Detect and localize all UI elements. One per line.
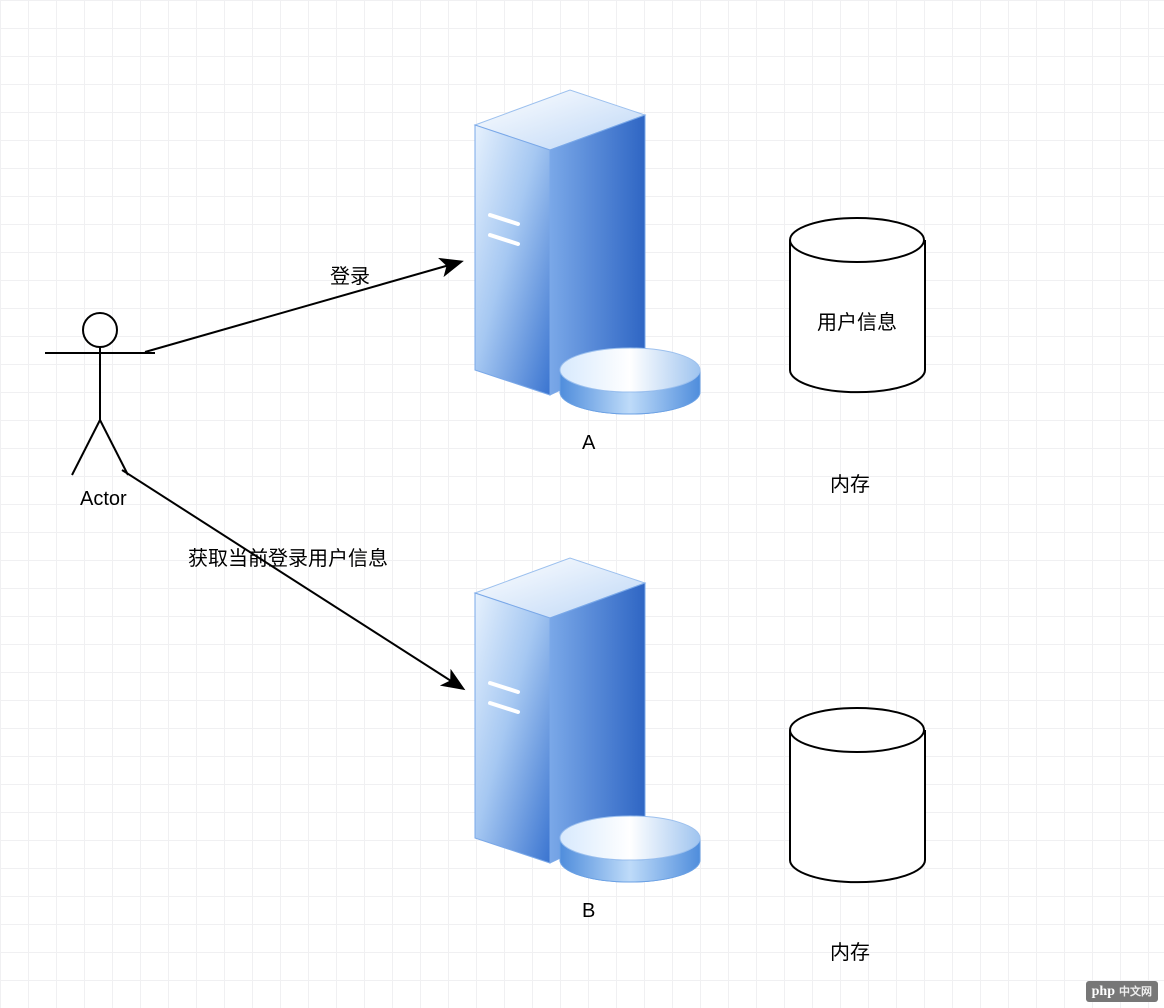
memory-b-icon	[790, 708, 925, 882]
memory-a-below-label: 内存	[830, 468, 870, 497]
actor-icon	[45, 313, 155, 475]
watermark-text: php	[1092, 984, 1115, 999]
server-a-icon	[475, 90, 700, 414]
arrow-login-label: 登录	[330, 260, 370, 289]
watermark-suffix: 中文网	[1119, 986, 1152, 998]
arrow-get-user-label: 获取当前登录用户信息	[188, 542, 388, 571]
diagram-svg	[0, 0, 1164, 1008]
arrow-get-user	[122, 470, 462, 688]
server-b-label: B	[582, 900, 595, 923]
watermark: php 中文网	[1086, 981, 1158, 1002]
memory-b-below-label: 内存	[830, 936, 870, 965]
arrow-login	[145, 262, 460, 352]
server-b-icon	[475, 558, 700, 882]
server-a-label: A	[582, 432, 595, 455]
memory-a-inner-label: 用户信息	[817, 306, 897, 335]
actor-label: Actor	[80, 488, 127, 511]
